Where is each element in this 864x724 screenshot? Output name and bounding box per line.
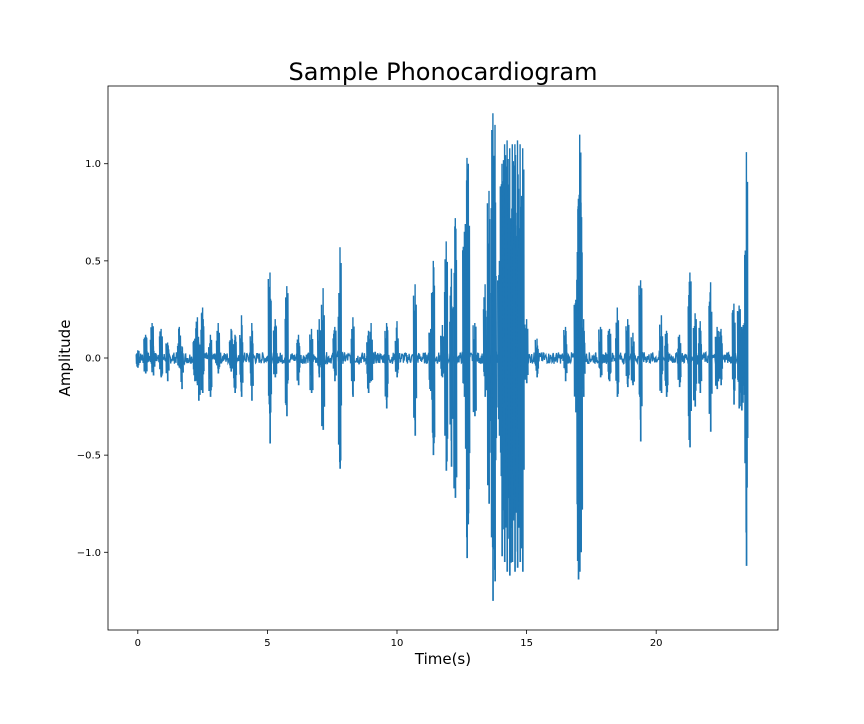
- x-axis: 0 5 10 15 20: [135, 630, 663, 649]
- series-layer: [135, 113, 749, 601]
- signal-peak: [692, 313, 698, 407]
- signal-peak: [714, 326, 720, 390]
- signal-peak: [284, 286, 289, 417]
- signal-peak: [239, 315, 244, 397]
- y-tick-label: 0.5: [85, 256, 101, 267]
- signal-peak: [486, 190, 492, 504]
- x-tick-label: 20: [650, 638, 663, 649]
- signal-peak: [200, 307, 205, 394]
- signal-peak: [143, 334, 148, 374]
- signal-peak: [430, 260, 436, 456]
- signal-peak: [320, 288, 326, 430]
- signal-peak: [697, 321, 703, 394]
- y-tick-label: 1.0: [85, 159, 101, 170]
- signal-peak: [228, 328, 234, 372]
- signal-peak: [607, 328, 612, 382]
- signal-peak: [492, 124, 498, 582]
- signal-peak: [638, 280, 643, 442]
- signal-peak: [615, 307, 620, 397]
- signal-peak: [443, 241, 449, 471]
- y-tick-label: −0.5: [77, 451, 101, 462]
- signal-peak: [350, 317, 355, 397]
- signal-peak: [149, 322, 155, 368]
- signal-peak: [337, 247, 343, 469]
- y-axis-label: Amplitude: [56, 320, 74, 397]
- signal-peak: [332, 326, 337, 382]
- signal-peak: [731, 303, 736, 405]
- signal-peak: [316, 319, 322, 378]
- signal-peak: [176, 326, 182, 368]
- signal-peak: [412, 284, 418, 436]
- x-tick-label: 0: [135, 638, 141, 649]
- signal-peak: [520, 148, 525, 572]
- signal-peak: [708, 282, 713, 432]
- signal-peak: [296, 334, 301, 386]
- signal-peak: [158, 328, 164, 378]
- signal-peak: [677, 334, 682, 388]
- x-tick-label: 10: [391, 638, 404, 649]
- signal-peak: [309, 328, 314, 394]
- chart-title: Sample Phonocardiogram: [289, 58, 598, 86]
- signal-peak: [208, 334, 213, 397]
- signal-peak: [215, 322, 221, 374]
- signal-peak: [524, 319, 529, 384]
- signal-peak: [151, 346, 156, 376]
- signal-peak: [664, 330, 669, 397]
- signal-peak: [394, 321, 400, 378]
- signal-peak: [625, 319, 630, 388]
- x-axis-label: Time(s): [414, 650, 471, 668]
- signal-peak: [453, 218, 458, 498]
- y-axis: −1.0 −0.5 0.0 0.5 1.0: [77, 159, 108, 559]
- signal-peak: [179, 346, 184, 390]
- signal-peak: [272, 319, 278, 378]
- signal-peak: [465, 163, 471, 514]
- signal-peak: [630, 332, 635, 386]
- signal-peak: [135, 350, 140, 368]
- signal-peak: [267, 272, 273, 444]
- signal-peak: [598, 326, 603, 378]
- signal-peak: [196, 342, 201, 401]
- signal-peak: [563, 326, 568, 382]
- x-tick-label: 5: [264, 638, 270, 649]
- signal-peak: [744, 152, 749, 566]
- signal-peak: [472, 322, 477, 417]
- y-tick-label: −1.0: [77, 548, 101, 559]
- signal-peak: [368, 322, 374, 382]
- signal-peak: [534, 338, 540, 378]
- signal-peak: [384, 322, 389, 409]
- signal-peak: [449, 268, 454, 467]
- signal-peak: [232, 334, 238, 394]
- signal-peak: [687, 272, 692, 448]
- signal-peak: [718, 328, 724, 386]
- x-tick-label: 15: [520, 638, 533, 649]
- signal-peak: [249, 322, 254, 401]
- signal-peak: [659, 315, 664, 394]
- signal-peak: [482, 284, 488, 397]
- signal-peak: [440, 324, 445, 378]
- signal-peak: [581, 319, 586, 397]
- y-tick-label: 0.0: [85, 354, 101, 365]
- signal-peak: [165, 342, 170, 382]
